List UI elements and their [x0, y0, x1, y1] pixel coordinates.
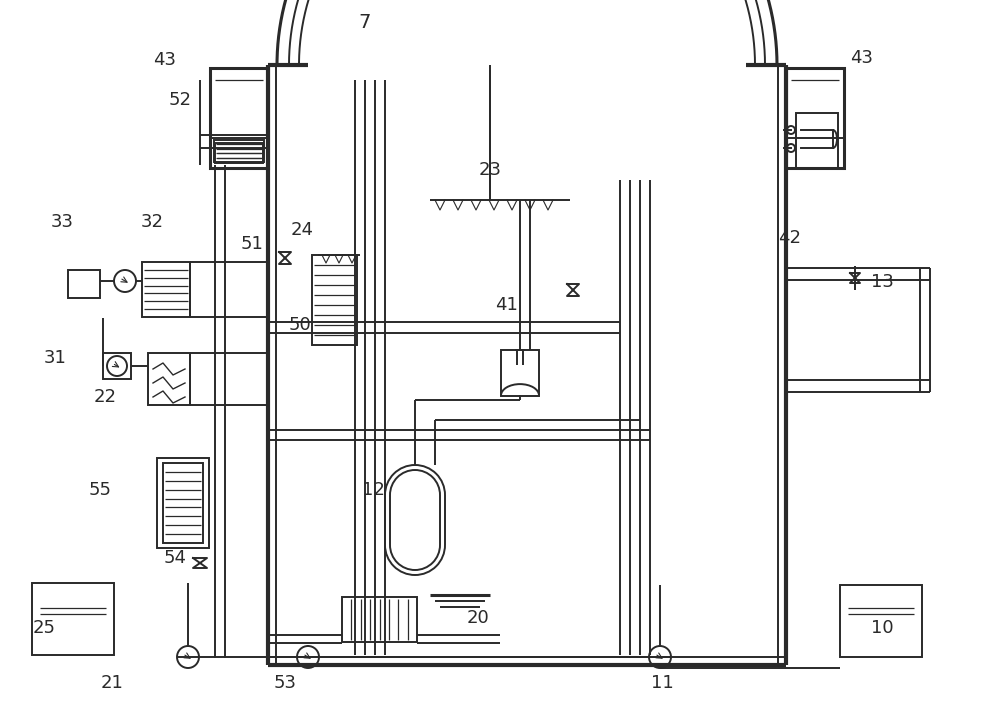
- Text: 23: 23: [479, 161, 502, 179]
- Text: 54: 54: [164, 549, 186, 567]
- Text: 11: 11: [651, 674, 673, 692]
- Bar: [501, 350, 539, 395]
- Text: 7: 7: [359, 12, 371, 31]
- Bar: [163, 463, 203, 543]
- Text: 43: 43: [850, 49, 874, 67]
- Text: 10: 10: [871, 619, 893, 637]
- Text: 52: 52: [168, 91, 192, 109]
- Text: 41: 41: [496, 296, 518, 314]
- Text: 53: 53: [274, 674, 296, 692]
- Bar: [142, 262, 190, 317]
- Bar: [312, 255, 357, 345]
- Bar: [157, 458, 209, 548]
- Bar: [214, 140, 264, 162]
- Bar: [786, 68, 844, 168]
- Text: 12: 12: [362, 481, 384, 499]
- Text: 55: 55: [88, 481, 112, 499]
- Bar: [103, 353, 131, 379]
- Text: 20: 20: [467, 609, 489, 627]
- Text: 31: 31: [44, 349, 66, 367]
- Text: 25: 25: [32, 619, 56, 637]
- Text: 13: 13: [871, 273, 893, 291]
- Text: 22: 22: [94, 388, 116, 406]
- Text: 43: 43: [154, 51, 176, 69]
- Text: 33: 33: [50, 213, 74, 231]
- Text: 32: 32: [140, 213, 164, 231]
- Text: 21: 21: [101, 674, 123, 692]
- Bar: [342, 597, 417, 642]
- Text: 50: 50: [289, 316, 311, 334]
- Text: 42: 42: [778, 229, 802, 247]
- Bar: [210, 68, 268, 168]
- Bar: [796, 113, 838, 168]
- Bar: [215, 143, 263, 163]
- Bar: [148, 353, 190, 405]
- Bar: [32, 583, 114, 655]
- Text: 24: 24: [290, 221, 314, 239]
- Bar: [840, 585, 922, 657]
- Text: 51: 51: [241, 235, 263, 253]
- Bar: [68, 270, 100, 298]
